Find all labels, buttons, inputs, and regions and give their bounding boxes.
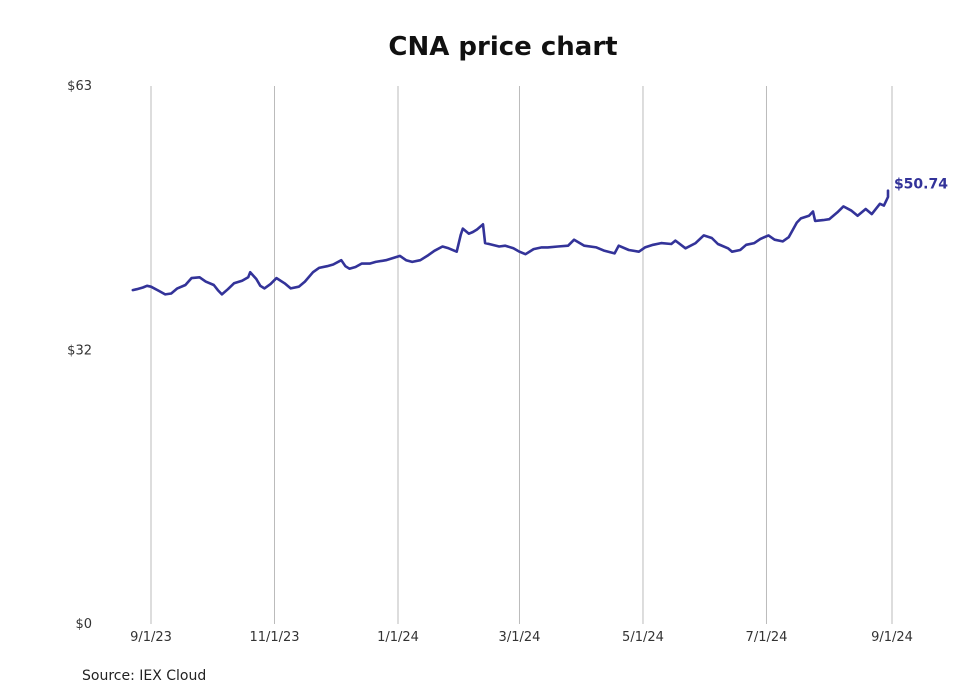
x-tick-label: 9/1/24 [871, 630, 913, 645]
y-tick-label: $0 [75, 617, 92, 632]
chart-title: CNA price chart [388, 32, 618, 62]
y-axis-tick-labels: $0 $32 $63 [67, 79, 92, 632]
vertical-gridlines [150, 86, 893, 624]
x-tick-label: 5/1/24 [622, 630, 664, 645]
x-tick-label: 1/1/24 [377, 630, 419, 645]
last-value-annotation: $50.74 [894, 177, 948, 193]
x-tick-label: 11/1/23 [249, 630, 299, 645]
y-tick-label: $63 [67, 79, 92, 94]
x-tick-label: 7/1/24 [746, 630, 788, 645]
price-series [131, 189, 890, 296]
last-value-label: $50.74 [894, 177, 948, 193]
series-line-0 [131, 189, 890, 296]
source-note: Source: IEX Cloud [82, 668, 207, 684]
x-axis-tick-labels: 9/1/23 11/1/23 1/1/24 3/1/24 5/1/24 7/1/24 9/1… [130, 630, 913, 645]
x-tick-label: 3/1/24 [499, 630, 541, 645]
x-tick-label: 9/1/23 [130, 630, 172, 645]
y-tick-label: $32 [67, 344, 92, 359]
